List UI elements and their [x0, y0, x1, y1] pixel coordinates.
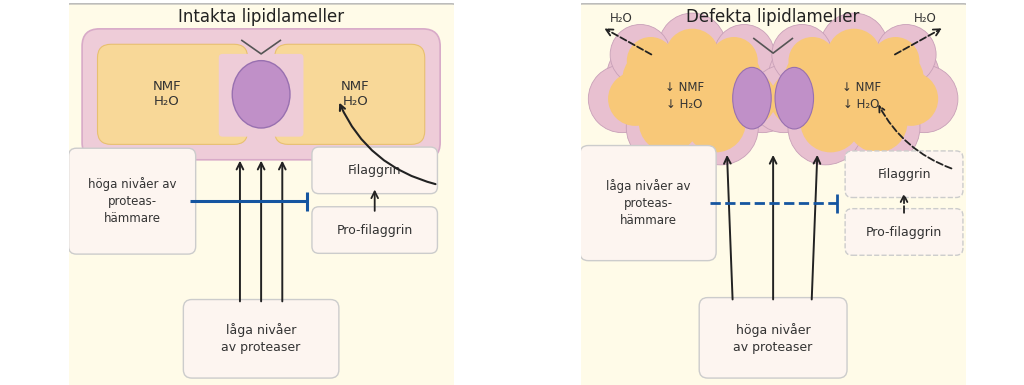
FancyBboxPatch shape — [574, 4, 972, 385]
Circle shape — [627, 90, 701, 165]
Circle shape — [783, 47, 851, 114]
Circle shape — [876, 25, 936, 85]
Text: NMF
H₂O: NMF H₂O — [341, 80, 370, 108]
Text: låga nivåer
av proteaser: låga nivåer av proteaser — [221, 323, 301, 354]
FancyBboxPatch shape — [845, 209, 963, 255]
FancyBboxPatch shape — [274, 44, 425, 144]
Circle shape — [856, 37, 940, 120]
Ellipse shape — [232, 60, 290, 128]
Text: Defekta lipidlameller: Defekta lipidlameller — [686, 8, 860, 26]
Circle shape — [639, 92, 699, 152]
Circle shape — [845, 90, 920, 165]
Circle shape — [722, 72, 776, 126]
Text: ↓ NMF
↓ H₂O: ↓ NMF ↓ H₂O — [665, 81, 705, 111]
Circle shape — [890, 65, 957, 132]
Circle shape — [666, 29, 719, 83]
Ellipse shape — [775, 67, 813, 129]
Text: höga nivåer
av proteaser: höga nivåer av proteaser — [733, 323, 813, 353]
FancyBboxPatch shape — [62, 4, 460, 385]
FancyBboxPatch shape — [312, 147, 437, 194]
Circle shape — [606, 37, 690, 120]
Text: Filaggrin: Filaggrin — [348, 164, 401, 177]
Text: H₂O: H₂O — [609, 12, 633, 25]
Circle shape — [648, 50, 736, 138]
Circle shape — [820, 13, 888, 80]
Text: ↓ NMF
↓ H₂O: ↓ NMF ↓ H₂O — [842, 81, 882, 111]
Circle shape — [729, 65, 797, 132]
FancyBboxPatch shape — [183, 300, 339, 378]
Text: låga nivåer av
proteas-
hämmare: låga nivåer av proteas- hämmare — [606, 179, 690, 227]
Circle shape — [638, 37, 746, 146]
Circle shape — [871, 37, 920, 85]
FancyBboxPatch shape — [580, 146, 716, 261]
Circle shape — [714, 25, 774, 85]
FancyBboxPatch shape — [219, 54, 303, 137]
Circle shape — [827, 29, 881, 83]
Circle shape — [685, 92, 745, 152]
Circle shape — [810, 50, 898, 138]
Circle shape — [627, 37, 675, 85]
Circle shape — [750, 65, 817, 132]
FancyBboxPatch shape — [312, 207, 437, 253]
Circle shape — [856, 47, 924, 114]
Text: Intakta lipidlameller: Intakta lipidlameller — [178, 8, 344, 26]
Circle shape — [623, 47, 690, 114]
Circle shape — [710, 37, 758, 85]
Ellipse shape — [733, 67, 771, 129]
FancyBboxPatch shape — [82, 29, 440, 160]
Circle shape — [788, 37, 837, 85]
Circle shape — [800, 37, 908, 146]
Circle shape — [787, 90, 863, 165]
FancyBboxPatch shape — [97, 44, 248, 144]
Text: Pro-filaggrin: Pro-filaggrin — [337, 224, 413, 237]
FancyBboxPatch shape — [699, 298, 847, 378]
Circle shape — [884, 72, 938, 126]
Text: höga nivåer av
proteas-
hämmare: höga nivåer av proteas- hämmare — [88, 177, 176, 225]
Circle shape — [847, 92, 907, 152]
Text: NMF
H₂O: NMF H₂O — [153, 80, 181, 108]
Circle shape — [695, 47, 763, 114]
Circle shape — [610, 25, 671, 85]
Circle shape — [695, 37, 778, 120]
Circle shape — [768, 37, 851, 120]
Circle shape — [658, 13, 726, 80]
Circle shape — [589, 65, 656, 132]
Circle shape — [772, 25, 833, 85]
Text: Filaggrin: Filaggrin — [878, 168, 931, 181]
FancyBboxPatch shape — [845, 151, 963, 198]
Circle shape — [770, 72, 824, 126]
Circle shape — [608, 72, 663, 126]
Circle shape — [683, 90, 759, 165]
FancyBboxPatch shape — [69, 148, 196, 254]
Circle shape — [801, 92, 861, 152]
Text: Pro-filaggrin: Pro-filaggrin — [866, 226, 942, 239]
Text: H₂O: H₂O — [913, 12, 937, 25]
